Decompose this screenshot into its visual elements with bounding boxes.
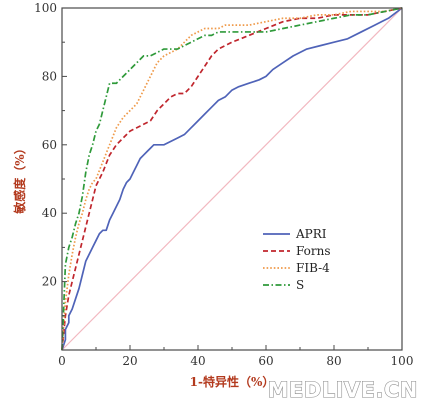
y-tick-label: 100 [34,1,57,15]
series-line-fib-4 [61,7,403,351]
x-tick-label: 20 [122,354,137,368]
y-tick-label: 60 [42,138,57,152]
y-axis-title: 敏感度（%） [12,142,27,214]
reference-diagonal-line [61,7,403,351]
series-line-apri [61,7,403,351]
watermark: MEDLIVE.CN [268,378,418,402]
legend: APRI Forns FIB-4 S [263,227,331,292]
legend-label-s: S [296,278,304,292]
y-tick-label: 40 [42,206,57,220]
x-tick-label: 80 [326,354,341,368]
legend-label-forns: Forns [296,244,331,258]
x-tick-label: 40 [190,354,205,368]
x-tick-label: 100 [391,354,414,368]
y-tick-label: 80 [42,69,57,83]
legend-label-fib-4: FIB-4 [296,261,330,275]
x-tick-label: 60 [258,354,273,368]
x-axis-title: 1-特异性（%） [190,374,275,389]
series-layer [61,7,403,351]
series-line-forns [61,7,403,351]
x-tick-label: 0 [58,354,66,368]
series-line-s [61,7,403,351]
axes-layer: 0 20 40 60 80 100 20 40 60 80 100 [34,1,413,368]
y-tick-label: 20 [42,275,57,289]
legend-label-apri: APRI [295,227,327,241]
reference-layer [61,7,403,351]
